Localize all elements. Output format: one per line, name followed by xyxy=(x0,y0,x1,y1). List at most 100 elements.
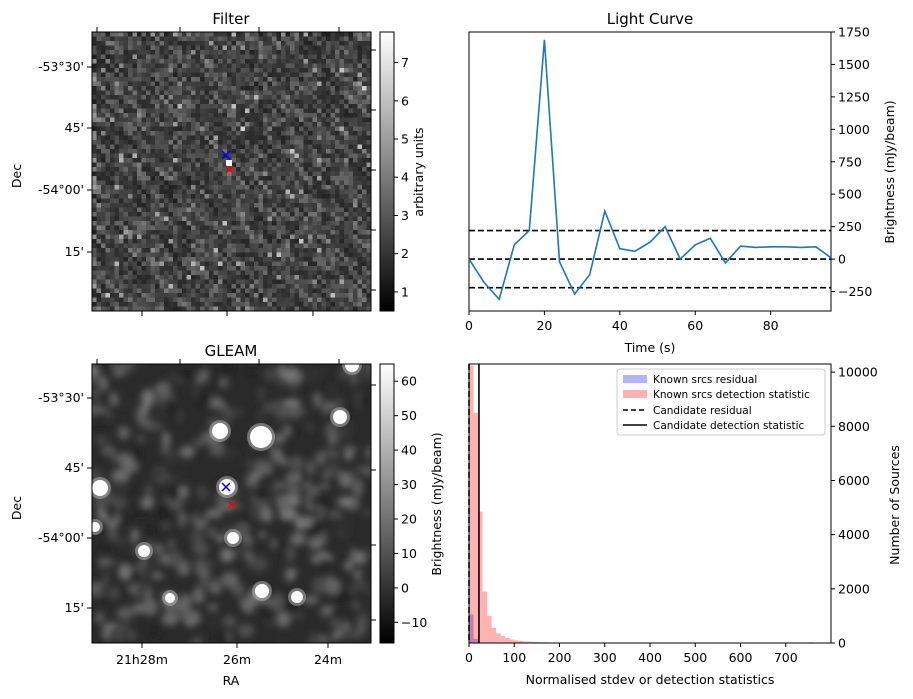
filter-ytick-1: -53°30' xyxy=(38,59,84,74)
legend-label-candidate-residual: Candidate residual xyxy=(653,405,752,417)
histogram-bar-series0 xyxy=(473,638,479,643)
gleam-red-cross xyxy=(227,500,236,509)
gleam-ytick-2: 45' xyxy=(65,460,84,475)
histogram-xtick: 100 xyxy=(502,650,526,665)
histogram-ytick: 4000 xyxy=(838,527,870,542)
lightcurve-x-ticks: 0 20 40 60 80 xyxy=(465,311,779,333)
filter-colorbar-label: arbitrary units xyxy=(411,127,426,216)
lightcurve-frame xyxy=(468,31,832,312)
lightcurve-ytick: 1000 xyxy=(838,122,870,137)
filter-colorbar-tick: 4 xyxy=(401,170,409,185)
histogram-ytick: 2000 xyxy=(838,581,870,596)
filter-ytick-2: 45' xyxy=(65,120,84,135)
histogram-bar-series1 xyxy=(478,511,483,643)
filter-red-cross xyxy=(225,165,234,174)
histogram-legend: Known srcs residual Known srcs detection… xyxy=(616,368,826,436)
gleam-colorbar-label: Brightness (mJy/beam) xyxy=(429,432,444,575)
gleam-colorbar-tick: 10 xyxy=(401,546,417,561)
gleam-panel: GLEAM -53°30' 45' -54°00' 15' 21h28m 26m… xyxy=(9,342,444,688)
lightcurve-ytick: 0 xyxy=(838,252,846,267)
lightcurve-line-0 xyxy=(468,39,832,301)
histogram-xtick: 700 xyxy=(774,650,798,665)
histogram-bar-series1 xyxy=(509,639,515,643)
histogram-bar-series1 xyxy=(496,633,501,643)
gleam-xlabel: RA xyxy=(223,673,240,688)
histogram-ytick: 8000 xyxy=(838,419,870,434)
lightcurve-title: Light Curve xyxy=(607,10,693,28)
gleam-colorbar-tick: 0 xyxy=(401,580,409,595)
lightcurve-ylabel: Brightness (mJy/beam) xyxy=(882,100,897,243)
histogram-bar-series1 xyxy=(523,641,528,643)
legend-label-candidate-detection: Candidate detection statistic xyxy=(653,420,805,432)
filter-colorbar-ticks: 1 2 3 4 5 6 7 xyxy=(394,55,409,299)
histogram-xtick: 600 xyxy=(729,650,753,665)
gleam-image xyxy=(92,364,371,643)
histogram-y-ticks: 0 2000 4000 6000 8000 10000 xyxy=(831,365,878,651)
lightcurve-xtick: 60 xyxy=(687,318,703,333)
lightcurve-xtick: 80 xyxy=(763,318,779,333)
lightcurve-y-ticks: −250 0 250 500 750 1000 1250 1500 1750 xyxy=(831,25,872,299)
histogram-panel: 0 100 200 300 400 500 600 700 0 2000 4000 6000 8000… xyxy=(465,363,902,687)
gleam-colorbar-tick: 40 xyxy=(401,443,417,458)
gleam-colorbar-tick: 20 xyxy=(401,512,417,527)
histogram-bar-series1 xyxy=(532,641,537,643)
lightcurve-series xyxy=(468,39,832,301)
filter-colorbar-tick: 5 xyxy=(401,132,409,147)
histogram-bar-series1 xyxy=(505,638,510,643)
gleam-ytick-4: 15' xyxy=(65,600,84,615)
filter-colorbar-tick: 2 xyxy=(401,246,409,261)
filter-panel: Filter -53°30' 45' -54°00' 15' Dec 1 2 3 4 5… xyxy=(9,10,426,316)
legend-swatch-detection xyxy=(623,390,647,398)
lightcurve-xtick: 20 xyxy=(536,318,552,333)
histogram-xtick: 300 xyxy=(593,650,617,665)
histogram-bar-series1 xyxy=(482,591,488,643)
gleam-ylabel: Dec xyxy=(9,496,24,520)
lightcurve-ytick: 1500 xyxy=(838,57,870,72)
legend-label-detection: Known srcs detection statistic xyxy=(653,389,810,401)
histogram-xtick: 0 xyxy=(465,650,473,665)
gleam-xtick-3: 24m xyxy=(314,652,342,667)
filter-ytick-4: 15' xyxy=(65,244,84,259)
histogram-bar-series1 xyxy=(469,365,474,643)
legend-swatch-residual xyxy=(623,375,647,383)
filter-ytick-3: -54°00' xyxy=(38,182,84,197)
histogram-xtick: 500 xyxy=(683,650,707,665)
histogram-bar-series1 xyxy=(514,640,519,643)
histogram-bar-series1 xyxy=(500,635,506,643)
histogram-xlabel: Normalised stdev or detection statistics xyxy=(526,672,775,687)
lightcurve-xtick: 0 xyxy=(465,318,473,333)
gleam-colorbar-tick: 30 xyxy=(401,477,417,492)
legend-label-residual: Known srcs residual xyxy=(653,374,757,386)
histogram-ylabel: Number of Sources xyxy=(887,445,902,565)
lightcurve-reference-lines xyxy=(469,229,831,289)
histogram-xtick: 200 xyxy=(548,650,572,665)
histogram-x-ticks: 0 100 200 300 400 500 600 700 xyxy=(465,643,798,665)
gleam-ytick-3: -54°00' xyxy=(38,530,84,545)
gleam-frame xyxy=(91,363,372,644)
gleam-ytick-1: -53°30' xyxy=(38,390,84,405)
histogram-bar-series0 xyxy=(469,614,474,643)
gleam-colorbar-ticks: −10 0 10 20 30 40 50 60 xyxy=(394,374,427,630)
gleam-xtick-2: 26m xyxy=(223,652,251,667)
lightcurve-ytick: 1250 xyxy=(838,89,870,104)
histogram-xtick: 400 xyxy=(638,650,662,665)
filter-frame xyxy=(91,31,372,312)
histogram-ytick: 6000 xyxy=(838,473,870,488)
gleam-colorbar-tick: −10 xyxy=(401,615,427,630)
lightcurve-ytick: −250 xyxy=(838,284,872,299)
filter-blue-cross xyxy=(221,150,231,160)
histogram-bar-series1 xyxy=(518,640,524,643)
lightcurve-xtick: 40 xyxy=(612,318,628,333)
lightcurve-ytick: 500 xyxy=(838,187,862,202)
filter-colorbar xyxy=(379,31,395,312)
histogram-bar-series1 xyxy=(473,412,479,643)
histogram-ytick: 10000 xyxy=(838,365,878,380)
filter-ylabel: Dec xyxy=(9,164,24,188)
lightcurve-ytick: 750 xyxy=(838,154,862,169)
filter-title: Filter xyxy=(212,10,250,28)
filter-colorbar-tick: 1 xyxy=(401,284,409,299)
gleam-colorbar-tick: 60 xyxy=(401,374,417,389)
gleam-title: GLEAM xyxy=(205,342,258,360)
filter-colorbar-tick: 3 xyxy=(401,208,409,223)
